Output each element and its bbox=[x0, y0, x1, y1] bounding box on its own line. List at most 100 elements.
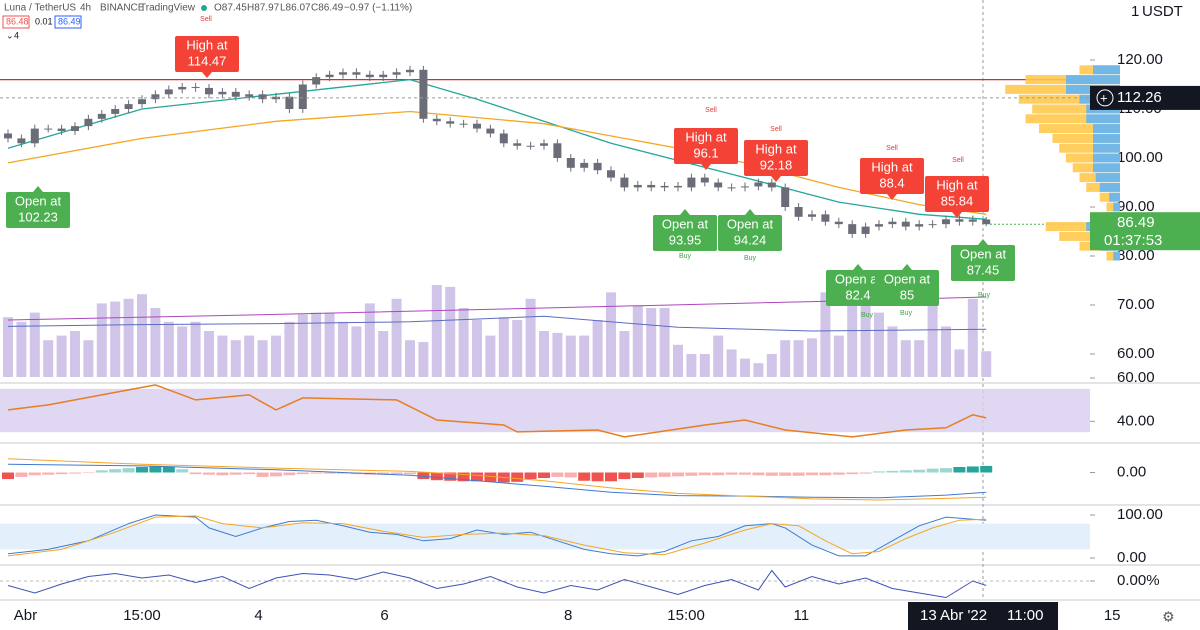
line bbox=[7, 458, 987, 501]
candle-body bbox=[138, 99, 146, 105]
macd-bar bbox=[323, 472, 336, 474]
ohlc-high: H87.97 bbox=[247, 3, 280, 14]
macd-bar bbox=[42, 472, 55, 475]
macd-bar bbox=[310, 472, 323, 474]
annotation-box bbox=[925, 176, 989, 212]
candle-body bbox=[901, 221, 910, 227]
candle-body bbox=[191, 86, 200, 88]
volume-bar bbox=[713, 335, 724, 377]
volume-bar bbox=[70, 331, 80, 377]
macd-bar bbox=[471, 472, 483, 482]
volume-bar bbox=[632, 305, 643, 377]
cursor-price-label: 112.26 bbox=[1117, 89, 1162, 106]
candle-body bbox=[406, 69, 414, 73]
profile-up bbox=[1093, 133, 1120, 143]
ask-box[interactable] bbox=[54, 15, 82, 29]
annotation-value: 88.4 bbox=[879, 175, 904, 190]
annotation-text: Open at bbox=[835, 271, 882, 286]
candle-body bbox=[245, 94, 254, 97]
currency[interactable]: USDT bbox=[1142, 3, 1183, 20]
signal-label: Sell bbox=[200, 16, 212, 23]
candle-body bbox=[499, 133, 508, 144]
candle-body bbox=[151, 94, 160, 100]
x-tick-label: 4 bbox=[254, 607, 262, 624]
annotation-text: High at bbox=[871, 159, 913, 174]
annotation-value: 82.4 bbox=[845, 287, 870, 302]
candle-body bbox=[178, 86, 187, 90]
volume-bar bbox=[954, 349, 965, 377]
signal-label: Sell bbox=[770, 126, 782, 133]
indicator-caret[interactable]: ⌄ bbox=[6, 30, 14, 40]
ohlc-close: C86.49 bbox=[311, 3, 344, 14]
profile-up bbox=[1109, 192, 1120, 202]
brand: TradingView bbox=[140, 3, 196, 14]
header: Luna / TetherUS 4h BINANCE TradingView O… bbox=[2, 3, 1183, 40]
x-tick-label: 15:00 bbox=[667, 607, 705, 624]
candle-body bbox=[392, 72, 401, 75]
macd-bar bbox=[270, 472, 282, 477]
candle-body bbox=[647, 184, 656, 188]
macd-bar bbox=[538, 472, 550, 478]
annotation-pointer bbox=[33, 186, 43, 192]
volume-bar bbox=[378, 331, 389, 377]
macd-bar bbox=[658, 472, 671, 477]
volume-bar bbox=[740, 358, 750, 377]
last-price-label: 86.49 bbox=[1117, 214, 1155, 231]
annotation-text: High at bbox=[186, 37, 228, 52]
y-tick-label: 0.00% bbox=[1117, 572, 1160, 589]
volume-bar bbox=[163, 321, 174, 377]
ohlc-open: O87.45 bbox=[214, 3, 247, 14]
exchange: BINANCE bbox=[100, 3, 145, 14]
candle-body bbox=[821, 214, 830, 222]
candle-body bbox=[794, 207, 803, 217]
currency-one: 1 bbox=[1131, 3, 1139, 20]
macd-bar bbox=[430, 472, 443, 481]
volume-bar bbox=[807, 338, 817, 377]
candle-body bbox=[982, 219, 991, 225]
spread: 0.01 bbox=[35, 16, 53, 26]
annotation-box bbox=[718, 215, 782, 251]
annotation-value: 92.18 bbox=[760, 157, 793, 172]
candle-body bbox=[4, 133, 12, 139]
candle-body bbox=[754, 182, 763, 187]
volume-bar bbox=[552, 332, 563, 377]
volume-bar bbox=[391, 298, 402, 377]
profile-total bbox=[1045, 222, 1120, 232]
volume-bar bbox=[244, 335, 255, 377]
candle-body bbox=[459, 123, 468, 125]
annotation-value: 102.23 bbox=[18, 209, 58, 224]
macd-bar bbox=[377, 472, 390, 475]
volume-bar bbox=[472, 319, 482, 377]
candle-body bbox=[473, 123, 481, 129]
signal-label: Buy bbox=[744, 255, 757, 262]
volume-bar bbox=[673, 344, 683, 377]
profile-total bbox=[1059, 231, 1120, 241]
macd-bar bbox=[873, 471, 885, 473]
x-tick-label: Abr bbox=[14, 607, 37, 624]
bid-box[interactable] bbox=[2, 15, 30, 29]
volume-bar bbox=[619, 331, 630, 377]
volume-bar bbox=[699, 354, 710, 377]
indicator-count[interactable]: 4 bbox=[14, 30, 19, 40]
cursor-price-box bbox=[1090, 85, 1200, 110]
volume-bar bbox=[860, 296, 871, 377]
annotation-box bbox=[875, 270, 939, 306]
candle-body bbox=[834, 221, 843, 225]
ohlc-low: L86.07 bbox=[280, 3, 311, 14]
macd-bar bbox=[980, 465, 993, 473]
profile-total bbox=[1018, 94, 1120, 104]
macd-bar bbox=[82, 472, 95, 474]
settings-icon[interactable]: ⚙ bbox=[1162, 609, 1175, 625]
volume-bar bbox=[150, 308, 161, 377]
profile-up bbox=[1099, 182, 1120, 192]
signal-label: Buy bbox=[978, 292, 991, 299]
candle-body bbox=[607, 170, 615, 178]
x-tick-label: 8 bbox=[564, 607, 572, 624]
macd-bar bbox=[846, 472, 859, 475]
signal-label: Buy bbox=[900, 310, 913, 317]
candle-body bbox=[928, 224, 937, 226]
macd-bar bbox=[698, 472, 711, 476]
candle-body bbox=[580, 162, 589, 168]
y-tick-label: 100.00 bbox=[1117, 149, 1163, 166]
add-icon[interactable] bbox=[1096, 89, 1114, 107]
